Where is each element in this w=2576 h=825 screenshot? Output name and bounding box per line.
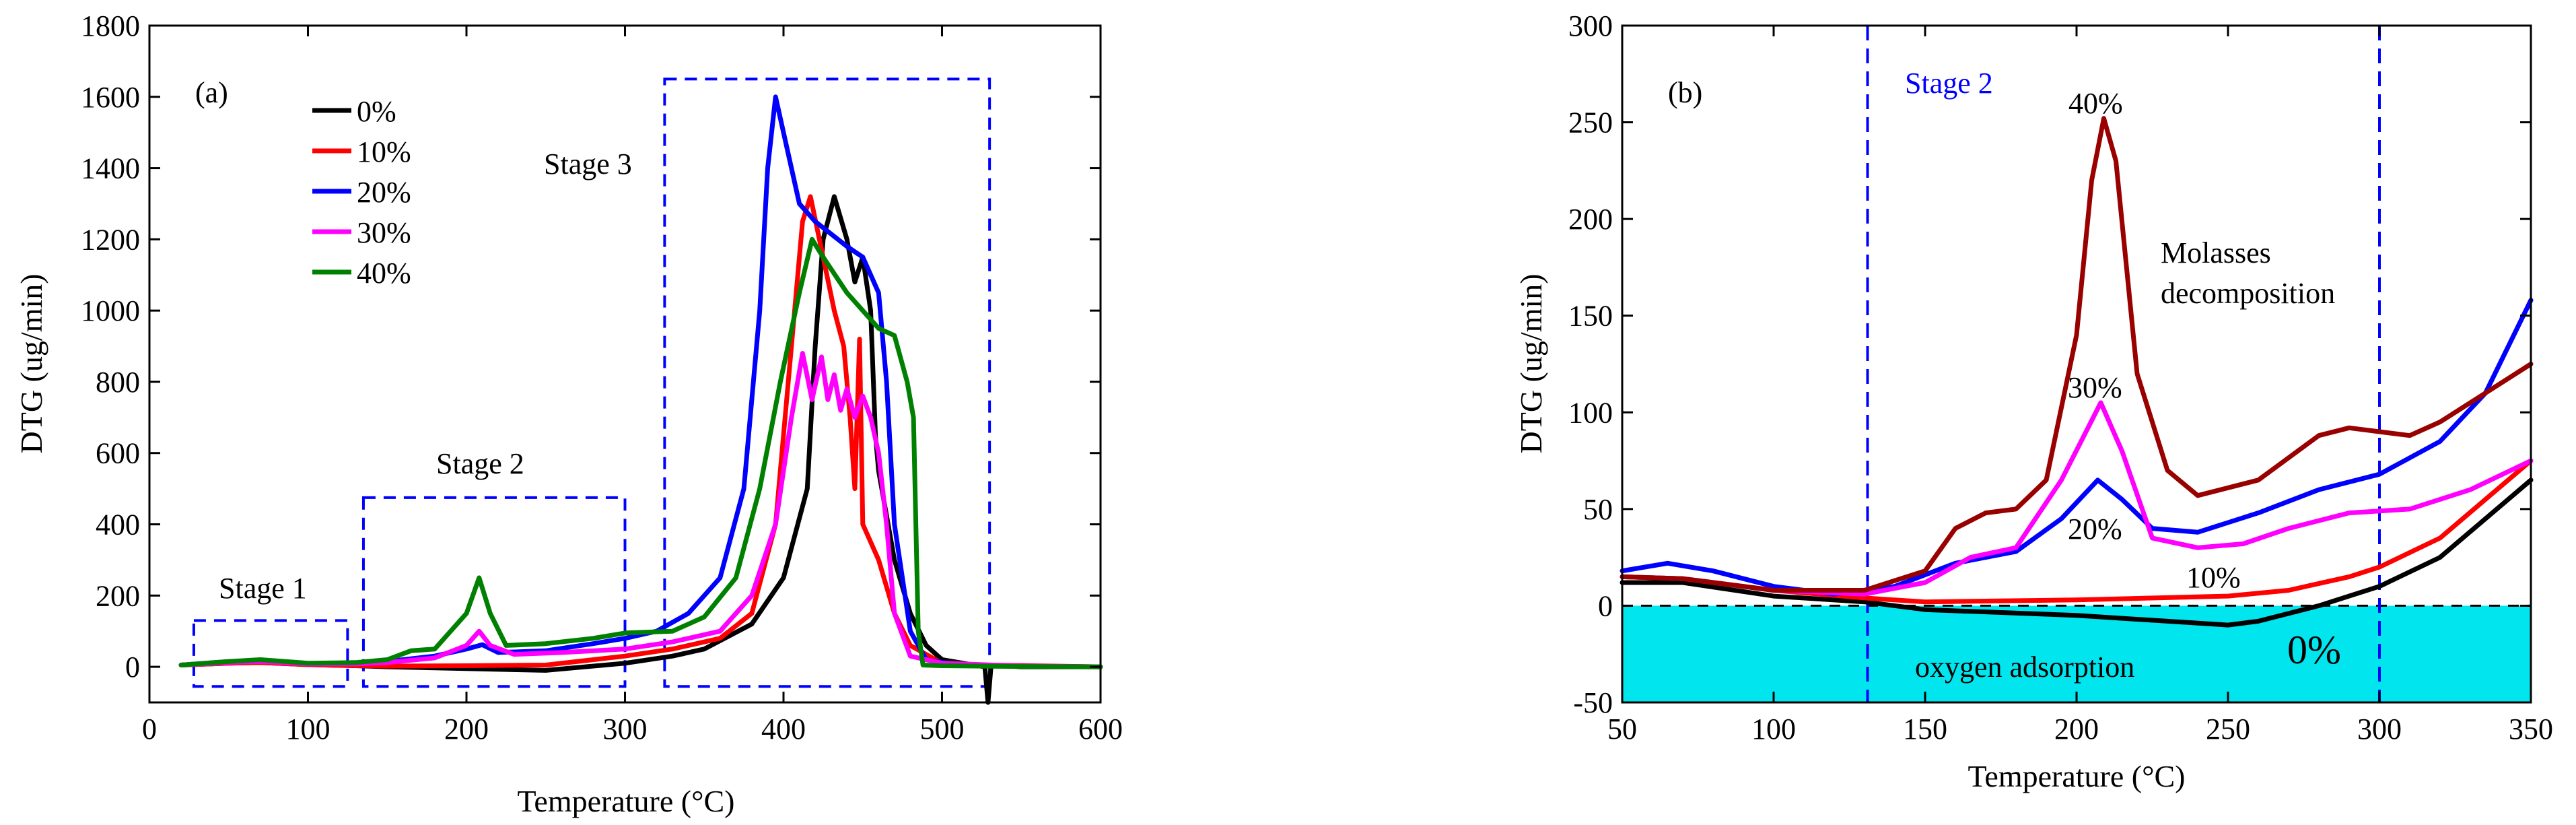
stage-1-label: Stage 1 bbox=[219, 572, 307, 605]
series-line-20pct bbox=[1620, 298, 2534, 597]
series-group-a bbox=[178, 94, 1103, 705]
y-tick-label: 1000 bbox=[81, 294, 140, 327]
label-20pct: 20% bbox=[2068, 513, 2122, 546]
y-tick-label: 1200 bbox=[81, 223, 140, 256]
series-line-10pct bbox=[178, 194, 1103, 669]
y-tick-label: 1600 bbox=[81, 81, 140, 114]
x-ticks-a: 0 100 200 300 400 500 600 bbox=[142, 26, 1123, 746]
panel-label-b: (b) bbox=[1668, 76, 1702, 109]
series-line-0pct bbox=[1620, 477, 2534, 628]
x-tick-label: 500 bbox=[920, 713, 965, 746]
x-tick-label: 400 bbox=[761, 713, 806, 746]
series-line-40pct bbox=[178, 236, 1103, 669]
x-tick-label: 100 bbox=[286, 713, 330, 746]
y-tick-label: 0 bbox=[125, 651, 140, 684]
panel-b: 50 100 150 200 250 300 350 -50 0 50 100 150 200 250 3… bbox=[1514, 9, 2553, 793]
stage-1-box bbox=[192, 619, 349, 688]
label-40pct: 40% bbox=[2068, 87, 2123, 120]
legend-a: 0% 10% 20% 30% 40% bbox=[312, 95, 411, 290]
label-10pct: 10% bbox=[2186, 561, 2241, 594]
series-line-40pct bbox=[1620, 116, 2534, 593]
x-tick-label: 150 bbox=[1903, 713, 1947, 746]
stage-2-box bbox=[361, 496, 627, 688]
series-line-30pct bbox=[178, 351, 1103, 669]
x-tick-label: 300 bbox=[2357, 713, 2402, 746]
y-tick-label: -50 bbox=[1573, 686, 1613, 719]
stage-3-box bbox=[663, 77, 991, 688]
y-axis-label-b: DTG (ug/min) bbox=[1514, 273, 1548, 453]
stage-boxes-a bbox=[192, 77, 991, 688]
x-tick-label: 200 bbox=[444, 713, 489, 746]
series-line-20pct bbox=[178, 94, 1103, 669]
label-0pct: 0% bbox=[2287, 628, 2341, 672]
x-tick-label: 600 bbox=[1078, 713, 1123, 746]
oxygen-adsorption-label: oxygen adsorption bbox=[1915, 651, 2134, 684]
x-tick-label: 50 bbox=[1607, 713, 1637, 746]
stage-2-label: Stage 2 bbox=[436, 447, 524, 480]
y-ticks-a: 0 200 400 600 800 1000 1200 1400 1600 1800 bbox=[81, 9, 1101, 684]
y-tick-label: 1400 bbox=[81, 152, 140, 185]
legend-label-4: 40% bbox=[357, 257, 411, 290]
x-axis-label-b: Temperature (°C) bbox=[1968, 759, 2186, 793]
x-ticks-b: 50 100 150 200 250 300 350 bbox=[1607, 26, 2553, 746]
x-tick-label: 200 bbox=[2054, 713, 2099, 746]
y-tick-label: 200 bbox=[96, 579, 140, 612]
y-axis-label-a: DTG (ug/min) bbox=[14, 273, 48, 453]
stage-3-label: Stage 3 bbox=[544, 147, 632, 180]
y-tick-label: 1800 bbox=[81, 9, 140, 42]
y-tick-label: 50 bbox=[1583, 493, 1613, 526]
label-30pct: 30% bbox=[2068, 371, 2122, 404]
y-tick-label: 600 bbox=[96, 437, 140, 470]
legend-label-3: 30% bbox=[357, 216, 411, 249]
y-tick-label: 0 bbox=[1598, 589, 1613, 622]
x-tick-label: 0 bbox=[142, 713, 157, 746]
legend-label-1: 10% bbox=[357, 135, 411, 168]
y-tick-label: 800 bbox=[96, 366, 140, 399]
x-tick-label: 300 bbox=[603, 713, 648, 746]
molasses-label: Molasses bbox=[2161, 236, 2271, 269]
series-group-b bbox=[1620, 116, 2534, 628]
series-line-30pct bbox=[1620, 400, 2534, 597]
legend-label-2: 20% bbox=[357, 176, 411, 209]
y-tick-label: 250 bbox=[1568, 106, 1613, 139]
decomposition-label: decomposition bbox=[2161, 277, 2335, 310]
legend-label-0: 0% bbox=[357, 95, 396, 128]
y-tick-label: 200 bbox=[1568, 203, 1613, 236]
x-axis-label-a: Temperature (°C) bbox=[518, 784, 735, 818]
x-tick-label: 250 bbox=[2206, 713, 2250, 746]
y-tick-label: 150 bbox=[1568, 300, 1613, 333]
panel-a: 0 100 200 300 400 500 600 0 200 400 600 800 1000 120… bbox=[14, 9, 1123, 818]
stage-2-label-b: Stage 2 bbox=[1905, 67, 1993, 100]
y-ticks-b: -50 0 50 100 150 200 250 300 bbox=[1568, 9, 2531, 719]
x-tick-label: 100 bbox=[1751, 713, 1796, 746]
y-tick-label: 400 bbox=[96, 508, 140, 541]
y-tick-label: 100 bbox=[1568, 396, 1613, 429]
panel-label-a: (a) bbox=[195, 76, 228, 109]
x-tick-label: 350 bbox=[2509, 713, 2553, 746]
y-tick-label: 300 bbox=[1568, 9, 1613, 42]
